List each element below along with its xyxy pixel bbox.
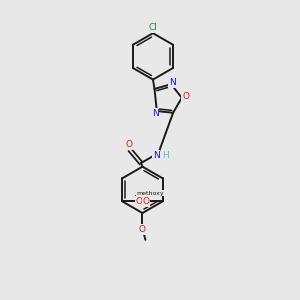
Text: H: H xyxy=(162,151,168,160)
Text: O: O xyxy=(182,92,189,101)
Text: O: O xyxy=(126,140,133,149)
Text: N: N xyxy=(152,109,159,118)
Text: N: N xyxy=(169,78,176,87)
Text: N: N xyxy=(153,151,160,160)
Text: O: O xyxy=(135,197,142,206)
Text: O: O xyxy=(143,197,150,206)
Text: Cl: Cl xyxy=(148,23,158,32)
Text: methoxy: methoxy xyxy=(136,190,164,196)
Text: O: O xyxy=(139,225,146,234)
